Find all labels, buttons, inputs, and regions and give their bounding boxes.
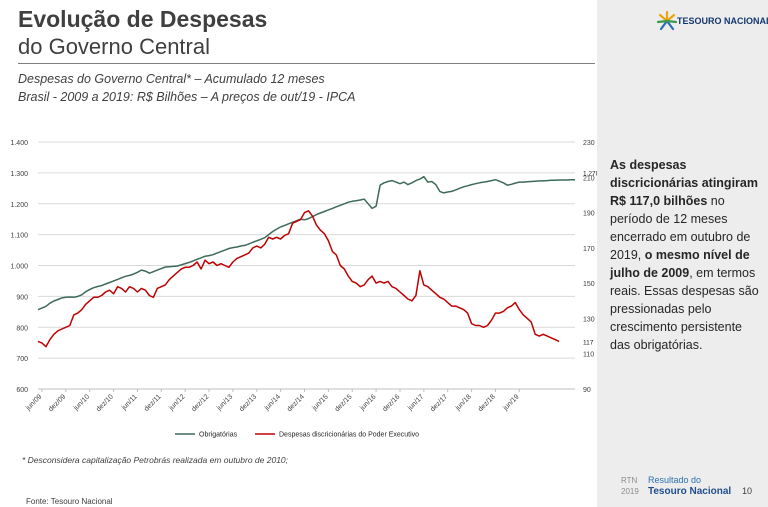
highlight-text-part-2: no período de 12 meses encerrado em outu… [610, 194, 751, 262]
y-right-tick-label: 190 [583, 211, 595, 218]
x-tick-label: jun/14 [263, 393, 282, 412]
y-right-tick-label: 130 [583, 316, 595, 323]
footer-rtn-year: 2019 [621, 487, 639, 496]
highlight-text-bold-1: As despesas discricionárias atingiram R$… [610, 158, 758, 208]
x-tick-label: jun/17 [406, 393, 425, 412]
y-left-tick-label: 900 [16, 294, 28, 301]
legend-label-obrigatorias: Obrigatórias [199, 432, 238, 439]
y-left-tick-label: 1.200 [10, 202, 28, 209]
highlight-text-bold-2: o mesmo nível de julho de 2009 [610, 248, 750, 280]
x-tick-label: jun/13 [215, 393, 234, 412]
x-tick-label: jun/11 [120, 393, 139, 412]
x-tick-label: dez/13 [238, 393, 258, 413]
x-tick-label: jun/16 [358, 393, 377, 412]
sidebar-panel [597, 0, 768, 507]
x-tick-label: dez/14 [286, 393, 306, 413]
x-tick-label: dez/12 [191, 393, 211, 413]
footer-tesouro-label: Tesouro Nacional [648, 486, 732, 497]
obrigatorias-end-label: 1.278 [583, 171, 597, 178]
x-tick-label: jun/12 [167, 393, 186, 412]
x-tick-label: jun/15 [311, 393, 330, 412]
title-divider [18, 63, 595, 64]
y-left-tick-label: 800 [16, 325, 28, 332]
x-tick-label: dez/15 [334, 393, 354, 413]
y-left-tick-label: 1.300 [10, 171, 28, 178]
source-note: Fonte: Tesouro Nacional [26, 497, 113, 506]
obrigatorias-line [37, 175, 575, 311]
y-left-tick-label: 700 [16, 356, 28, 363]
y-left-tick-label: 1.100 [10, 233, 28, 240]
page-title-line2: do Governo Central [18, 34, 210, 59]
x-tick-label: jun/19 [502, 393, 521, 412]
chart-panel [0, 0, 597, 507]
y-left-tick-label: 1.000 [10, 264, 28, 271]
y-right-tick-label: 170 [583, 246, 595, 253]
discricionarias-end-label: 117 [583, 339, 594, 346]
footnote: * Desconsidera capitalização Petrobrás r… [22, 455, 289, 465]
y-right-tick-label: 150 [583, 281, 595, 288]
page-title: Evolução de Despesas [18, 6, 268, 32]
discricionarias-line [37, 210, 560, 348]
chart-svg: 600 700 800 900 1.000 1.100 1.200 1.300 1.400 90 1… [10, 140, 599, 439]
chart-subtitle-line2: Brasil - 2009 a 2019: R$ Bilhões – A pre… [18, 90, 356, 104]
highlight-text: As despesas discricionárias atingiram R$… [610, 156, 760, 354]
x-tick-label: dez/11 [143, 393, 163, 413]
x-tick-label: dez/18 [477, 393, 497, 413]
y-left-tick-label: 600 [16, 387, 28, 394]
footer-rtn-label: RTN [621, 476, 638, 485]
x-tick-label: jun/18 [454, 393, 473, 412]
y-right-tick-label: 210 [583, 175, 595, 182]
y-left-tick-label: 1.400 [10, 140, 28, 147]
x-tick-label: jun/09 [24, 393, 43, 412]
logo-text: TESOURO NACIONAL [677, 16, 768, 26]
x-tick-label: dez/10 [95, 393, 115, 413]
highlight-text-part-4: , em termos reais. Essas despesas são pr… [610, 266, 759, 352]
chart-subtitle-line1: Despesas do Governo Central* – Acumulado… [18, 72, 325, 86]
page-number: 10 [742, 486, 753, 496]
y-right-tick-label: 230 [583, 140, 595, 147]
expenses-line-chart: 600 700 800 900 1.000 1.100 1.200 1.300 1.400 90 1… [0, 130, 599, 448]
x-tick-label: dez/16 [382, 393, 402, 413]
x-tick-label: dez/17 [429, 393, 449, 413]
x-tick-label: jun/10 [72, 393, 91, 412]
y-right-tick-label: 110 [583, 352, 594, 359]
footer-result-label: Resultado do [648, 475, 702, 485]
legend-label-discricionarias: Despesas discricionárias do Poder Execut… [279, 432, 419, 439]
y-right-tick-label: 90 [583, 387, 591, 394]
x-tick-label: dez/09 [47, 393, 67, 413]
footer-rtn: RTN 2019 [621, 475, 639, 497]
tesouro-logo-icon [657, 10, 678, 31]
